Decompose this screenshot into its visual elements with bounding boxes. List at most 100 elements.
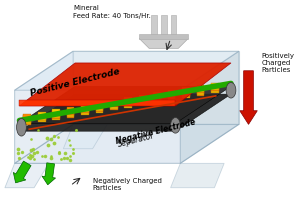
Bar (139, 96, 147, 101)
Bar (139, 97, 147, 102)
Bar (124, 98, 132, 103)
FancyArrow shape (42, 163, 56, 185)
Bar (124, 97, 132, 102)
Bar (23, 120, 31, 125)
Bar (161, 15, 167, 37)
Bar (153, 96, 161, 101)
Bar (38, 112, 46, 117)
Bar (182, 93, 190, 98)
Text: Separator: Separator (117, 131, 156, 149)
FancyArrow shape (240, 71, 257, 124)
Ellipse shape (226, 82, 236, 98)
Bar (52, 109, 60, 114)
Bar (52, 113, 60, 118)
Bar (196, 89, 204, 94)
Bar (52, 110, 60, 115)
Bar (168, 93, 176, 98)
Bar (124, 100, 132, 105)
Polygon shape (15, 51, 239, 90)
Bar (139, 101, 147, 105)
Bar (67, 109, 74, 114)
Bar (196, 87, 204, 92)
Bar (81, 109, 89, 114)
Bar (67, 111, 74, 116)
Bar (153, 95, 161, 100)
Bar (67, 110, 74, 115)
Bar (196, 90, 204, 95)
Bar (52, 115, 60, 120)
Bar (95, 108, 103, 113)
Bar (196, 88, 204, 93)
Text: Negative Electrode: Negative Electrode (115, 118, 196, 146)
Ellipse shape (16, 119, 26, 136)
Bar (81, 110, 89, 115)
Bar (110, 105, 118, 110)
Bar (124, 103, 132, 108)
Bar (110, 100, 118, 104)
Bar (153, 98, 161, 103)
Bar (110, 104, 118, 108)
Bar (153, 92, 161, 97)
Polygon shape (63, 124, 107, 149)
Bar (110, 104, 118, 109)
Bar (211, 88, 219, 92)
Bar (124, 99, 132, 104)
Bar (182, 92, 190, 97)
Polygon shape (20, 100, 176, 106)
Bar (38, 118, 46, 122)
Bar (38, 114, 46, 119)
Bar (139, 95, 147, 100)
Bar (23, 114, 31, 119)
Bar (196, 91, 204, 96)
Polygon shape (15, 51, 73, 163)
Polygon shape (73, 51, 239, 124)
Bar (168, 91, 176, 96)
Polygon shape (140, 39, 188, 48)
Text: Mineral
Feed Rate: 40 Tons/Hr.: Mineral Feed Rate: 40 Tons/Hr. (73, 5, 151, 19)
Bar (211, 84, 219, 88)
Polygon shape (20, 86, 231, 123)
Bar (124, 102, 132, 107)
Text: Positive Electrode: Positive Electrode (29, 67, 121, 98)
Ellipse shape (171, 118, 180, 133)
Bar (196, 86, 204, 91)
Bar (38, 115, 46, 120)
Bar (211, 86, 219, 90)
Bar (171, 15, 176, 37)
Bar (139, 99, 147, 104)
Bar (23, 119, 31, 124)
Bar (211, 83, 219, 88)
Bar (182, 89, 190, 94)
Bar (168, 95, 176, 100)
Polygon shape (180, 51, 239, 163)
Bar (124, 101, 132, 106)
Bar (23, 116, 31, 121)
Bar (151, 15, 157, 37)
Bar (52, 112, 60, 117)
Bar (95, 103, 103, 108)
Polygon shape (20, 94, 231, 131)
Bar (182, 88, 190, 93)
Polygon shape (15, 124, 239, 163)
Bar (67, 107, 74, 112)
Bar (23, 115, 31, 120)
Polygon shape (5, 163, 49, 188)
Bar (168, 92, 176, 97)
Bar (38, 116, 46, 120)
Bar (67, 108, 74, 113)
Bar (95, 104, 103, 109)
Bar (52, 111, 60, 116)
Bar (95, 105, 103, 110)
Bar (168, 94, 176, 99)
Bar (153, 97, 161, 102)
Text: Positively
Charged
Particles: Positively Charged Particles (261, 53, 294, 73)
Bar (23, 117, 31, 122)
Polygon shape (171, 163, 224, 188)
Bar (110, 103, 118, 107)
Bar (95, 107, 103, 112)
Bar (95, 102, 103, 107)
FancyArrow shape (13, 161, 31, 183)
Bar (95, 106, 103, 111)
Bar (110, 102, 118, 106)
Bar (211, 87, 219, 91)
